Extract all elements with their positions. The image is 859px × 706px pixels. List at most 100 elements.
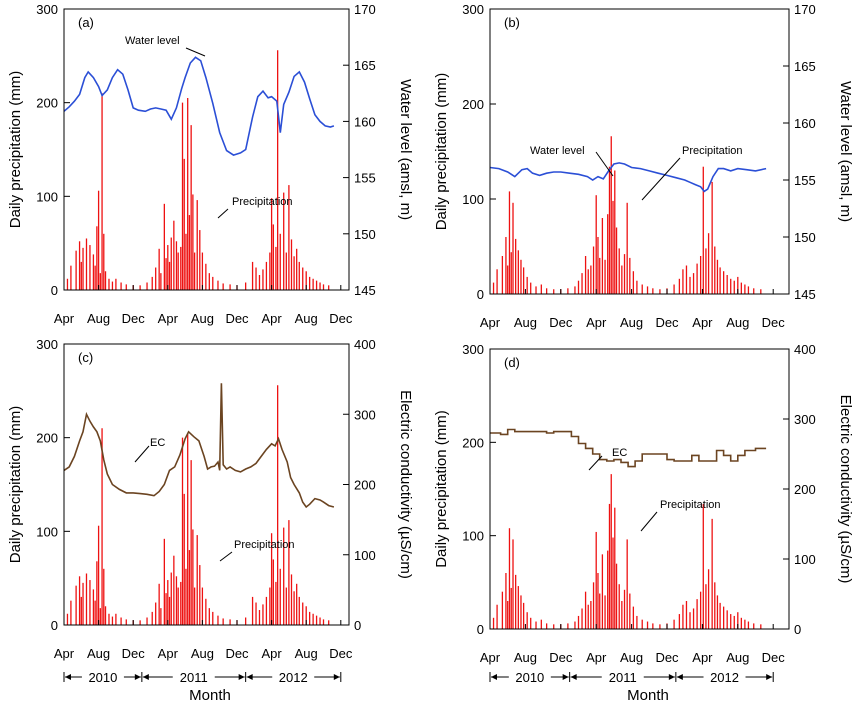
x-axis-tick-label: Dec: [122, 311, 146, 326]
x-axis-tick-label: Apr: [480, 315, 501, 330]
precipitation-leader: [641, 157, 681, 201]
line-series-annotation: EC: [612, 447, 627, 459]
year-label: 2010: [88, 670, 117, 685]
x-axis-tick-label: Apr: [158, 311, 179, 326]
water-level-line: [489, 162, 767, 193]
x-axis-tick-label: Apr: [586, 315, 607, 330]
x-axis-tick-label: Aug: [191, 646, 214, 661]
right-axis-tick-label: 145: [354, 283, 376, 298]
x-axis-tick-label: Aug: [620, 650, 643, 665]
precipitation-annotation: Precipitation: [232, 196, 293, 208]
right-axis-tick-label: 400: [794, 342, 816, 357]
x-axis-tick-label: Aug: [87, 646, 110, 661]
x-axis-tick-label: Dec: [762, 315, 786, 330]
year-label: 2012: [710, 670, 739, 685]
water-level-line: [63, 56, 335, 156]
right-axis-tick-label: 160: [794, 116, 816, 131]
panel-label: (c): [78, 350, 93, 365]
line-series-leader: [588, 455, 603, 471]
year-span-arrowhead: [333, 674, 340, 680]
x-axis-tick-label: Dec: [549, 315, 573, 330]
panel-a: 0 100 200 300 145 150 155 160 165 170 Apr Aug Dec Apr…: [7, 2, 414, 326]
right-axis-tick-label: 0: [354, 618, 361, 633]
left-axis-tick-label: 200: [462, 435, 484, 450]
precipitation-bars: [66, 385, 330, 625]
right-axis-tick-label: 100: [354, 548, 376, 563]
x-axis-tick-label: Dec: [225, 311, 249, 326]
precipitation-bars: [66, 50, 330, 290]
x-axis-tick-label: Dec: [329, 646, 353, 661]
x-axis-tick-label: Aug: [726, 315, 749, 330]
plot-frame: [489, 8, 790, 295]
left-axis-tick-label: 0: [477, 287, 484, 302]
right-axis-title: Electric conductivity (µS/cm): [397, 390, 414, 579]
x-axis-tick-label: Apr: [692, 650, 713, 665]
right-axis-tick-label: 200: [354, 478, 376, 493]
x-axis-tick-label: Dec: [655, 650, 679, 665]
panel-b: 0 100 200 300 145 150 155 160 165 170 Apr Aug Dec Apr…: [433, 2, 854, 330]
x-axis-tick-label: Dec: [549, 650, 573, 665]
right-axis-tick-label: 145: [794, 287, 816, 302]
x-axis-tick-label: Apr: [480, 650, 501, 665]
x-axis-tick-label: Apr: [54, 646, 75, 661]
right-axis-tick-label: 155: [354, 171, 376, 186]
panel-d: 0 100 200 300 0 100 200 300 400 Apr Aug Dec Apr Aug De…: [433, 342, 854, 665]
year-span-arrowhead: [491, 674, 497, 680]
year-label: 2012: [279, 670, 308, 685]
year-label: 2010: [515, 670, 544, 685]
x-axis-tick-label: Apr: [158, 646, 179, 661]
left-axis-tick-label: 100: [36, 524, 58, 539]
right-axis-title: Electric conductivity (µS/cm): [837, 395, 854, 584]
left-axis-tick-label: 200: [462, 97, 484, 112]
year-span-arrowhead: [570, 674, 577, 680]
left-axis-tick-label: 200: [36, 431, 58, 446]
line-series-annotation: Water level: [530, 145, 585, 157]
right-axis-tick-label: 200: [794, 482, 816, 497]
right-axis-tick-label: 0: [794, 622, 801, 637]
x-axis-tick-label: Aug: [87, 311, 110, 326]
right-axis-tick-label: 170: [354, 2, 376, 17]
left-axis-title: Daily precipitation (mm): [7, 406, 24, 564]
x-axis-tick-label: Dec: [655, 315, 679, 330]
x-axis-tick-label: Aug: [620, 315, 643, 330]
right-axis-tick-label: 400: [354, 337, 376, 352]
year-row-right: 2010 2011 2012: [489, 670, 774, 685]
year-span-arrowhead: [766, 674, 773, 680]
x-axis-tick-label: Aug: [295, 311, 318, 326]
x-axis-tick-label: Aug: [726, 650, 749, 665]
right-axis-tick-label: 165: [794, 59, 816, 74]
x-axis-tick-label: Dec: [225, 646, 249, 661]
left-axis-tick-label: 300: [462, 342, 484, 357]
ec-line: [63, 383, 335, 509]
right-axis-tick-label: 150: [794, 230, 816, 245]
year-span-arrowhead: [246, 674, 253, 680]
x-axis-tick-label: Apr: [692, 315, 713, 330]
left-axis-title: Daily precipitation (mm): [7, 71, 24, 229]
x-axis-tick-label: Dec: [122, 646, 146, 661]
right-axis-tick-label: 170: [794, 2, 816, 17]
left-axis-tick-label: 0: [51, 618, 58, 633]
precipitation-bars: [492, 474, 762, 629]
year-row-left: 2010 2011 2012: [63, 670, 342, 685]
x-axis-tick-label: Apr: [54, 311, 75, 326]
left-axis-tick-label: 100: [462, 192, 484, 207]
right-axis-tick-label: 100: [794, 552, 816, 567]
x-axis-tick-label: Aug: [514, 650, 537, 665]
year-label: 2011: [609, 670, 637, 685]
right-axis-tick-label: 155: [794, 173, 816, 188]
plot-frame: [63, 343, 350, 626]
panel-label: (b): [504, 15, 520, 30]
precipitation-leader: [217, 208, 229, 219]
left-axis-tick-label: 200: [36, 96, 58, 111]
line-series-leader: [134, 445, 150, 463]
precipitation-annotation: Precipitation: [234, 539, 295, 551]
left-axis-title: Daily precipitation (mm): [433, 73, 450, 231]
left-axis-title: Daily precipitation (mm): [433, 410, 450, 568]
line-series-annotation: Water level: [125, 35, 180, 47]
x-axis-tick-label: Aug: [514, 315, 537, 330]
left-axis-tick-label: 300: [462, 2, 484, 17]
year-span-arrowhead: [65, 674, 71, 680]
line-series-leader: [185, 47, 206, 57]
line-series-annotation: EC: [150, 437, 165, 449]
